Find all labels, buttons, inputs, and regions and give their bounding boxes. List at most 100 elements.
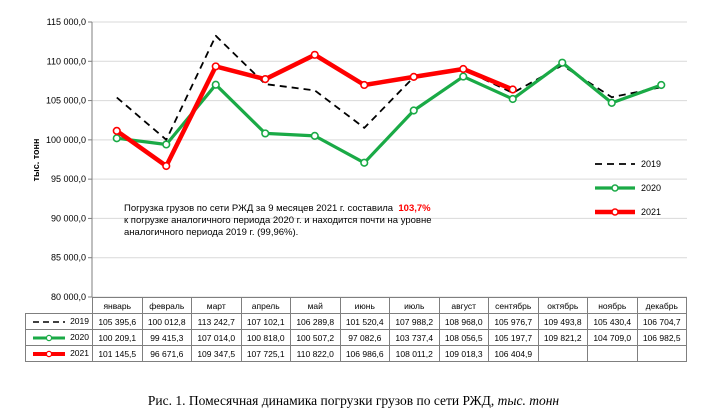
data-point-2021 — [409, 72, 418, 82]
table-legend-swatch — [33, 334, 66, 342]
table-swatch-marker — [45, 334, 53, 342]
table-cell: 113 242,7 — [191, 313, 242, 330]
y-tick-label: 80 000,0 — [51, 292, 86, 302]
table-legend-swatch — [33, 350, 66, 358]
gridlines — [92, 21, 687, 298]
table-body: 2019 105 395,6 100 012,8 113 242,7 107 102,1… — [25, 313, 687, 362]
table-cell: 96 671,6 — [141, 345, 192, 362]
series-line-2021 — [115, 52, 514, 169]
annotation-line-3: аналогичного периода 2019 г. (99,96%). — [124, 227, 299, 238]
table-month-header: апрель — [240, 297, 291, 314]
table-month-header: ноябрь — [587, 297, 638, 314]
table-month-header: октябрь — [537, 297, 588, 314]
annotation-highlight: 103,7% — [398, 203, 431, 214]
table-series-key: 2021 — [25, 345, 93, 362]
table-cell: 109 018,3 — [438, 345, 489, 362]
table-row: 2021 101 145,5 96 671,6 109 347,5 107 725,1 1… — [25, 345, 687, 362]
data-point-2021 — [112, 126, 121, 135]
y-tick-label: 85 000,0 — [51, 253, 86, 263]
legend: 2019 2020 2021 — [595, 159, 661, 217]
data-point-2021 — [211, 62, 220, 71]
table-month-header: декабрь — [636, 297, 687, 314]
table-cell: 104 709,0 — [587, 329, 638, 346]
table-cell: 106 289,8 — [290, 313, 341, 330]
table-cell: 97 082,6 — [339, 329, 390, 346]
table-month-header: май — [290, 297, 341, 314]
y-tick-label: 105 000,0 — [46, 96, 86, 106]
table-month-header: март — [191, 297, 242, 314]
data-point-2021 — [261, 75, 270, 84]
legend-label-2019: 2019 — [641, 159, 661, 169]
table-corner — [26, 298, 93, 314]
data-point-2021 — [459, 64, 468, 74]
annotation-line-1: Погрузка грузов по сети РЖД за 9 месяцев… — [124, 203, 496, 215]
table-cell: 106 982,5 — [636, 329, 687, 346]
y-axis-label: тыс. тонн — [31, 139, 41, 182]
table-series-key: 2019 — [25, 313, 93, 330]
y-tick-label: 100 000,0 — [46, 135, 86, 145]
table-cell — [587, 345, 638, 362]
legend-marker-2021 — [611, 208, 619, 216]
y-axis: 80 000,0 85 000,0 90 000,0 95 000,0 100 000,… — [46, 17, 93, 302]
table-cell: 103 737,4 — [389, 329, 440, 346]
table-cell: 100 818,0 — [240, 329, 291, 346]
table-cell: 109 493,8 — [537, 313, 588, 330]
series-line-2020 — [116, 61, 662, 165]
data-point-2020 — [459, 72, 468, 81]
table-cell: 108 056,5 — [438, 329, 489, 346]
table-cell: 101 145,5 — [92, 345, 143, 362]
table-cell: 105 430,4 — [587, 313, 638, 330]
data-point-2021 — [360, 80, 369, 90]
table-cell: 106 986,6 — [339, 345, 390, 362]
series-line-2019 — [116, 34, 662, 141]
data-point-2020 — [360, 158, 369, 167]
data-point-2020 — [409, 106, 418, 115]
data-point-2020 — [112, 134, 121, 143]
table-series-name: 2021 — [70, 348, 89, 359]
data-point-2021 — [310, 50, 319, 59]
data-point-2020 — [607, 98, 616, 107]
data-point-2020 — [162, 140, 171, 149]
figure-caption: Рис. 1. Помесячная динамика погрузки гру… — [0, 393, 707, 409]
table-cell: 109 347,5 — [191, 345, 242, 362]
data-point-2020 — [211, 80, 220, 89]
legend-marker-2020 — [611, 184, 619, 192]
table-cell: 106 404,9 — [488, 345, 539, 362]
table-swatch-marker — [45, 350, 53, 358]
table-row: 2019 105 395,6 100 012,8 113 242,7 107 102,1… — [25, 313, 687, 330]
table-cell: 108 011,2 — [389, 345, 440, 362]
table-month-header: февраль — [141, 297, 192, 314]
table-month-header: июль — [389, 297, 440, 314]
table-cell: 100 507,2 — [290, 329, 341, 346]
table-cell: 107 014,0 — [191, 329, 242, 346]
series-lines — [112, 34, 666, 171]
table-cell: 100 012,8 — [141, 313, 192, 330]
table-cell: 108 968,0 — [438, 313, 489, 330]
table-cell: 101 520,4 — [339, 313, 390, 330]
data-table: январь февраль март апрель май июнь июль август… — [25, 297, 687, 362]
table-series-name: 2020 — [70, 332, 89, 343]
table-series-key: 2020 — [25, 329, 93, 346]
table-cell: 110 822,0 — [290, 345, 341, 362]
table-cell — [636, 345, 687, 362]
table-month-header: январь — [92, 297, 143, 314]
legend-label-2021: 2021 — [641, 207, 661, 217]
data-point-2020 — [558, 58, 567, 67]
annotation-text: Погрузка грузов по сети РЖД за 9 месяцев… — [124, 203, 394, 214]
table-row: 2020 100 209,1 99 415,3 107 014,0 100 818,0 1… — [25, 329, 687, 346]
data-point-2020 — [508, 94, 517, 104]
data-point-2020 — [310, 131, 319, 140]
annotation-box: Погрузка грузов по сети РЖД за 9 месяцев… — [124, 203, 496, 239]
y-tick-label: 95 000,0 — [51, 174, 86, 184]
y-tick-label: 115 000,0 — [47, 17, 86, 27]
table-cell: 107 988,2 — [389, 313, 440, 330]
table-cell — [537, 345, 588, 362]
y-tick-label: 90 000,0 — [51, 213, 86, 223]
table-cell: 100 209,1 — [92, 329, 143, 346]
annotation-line-2: к погрузке аналогичного периода 2020 г. … — [124, 215, 432, 226]
table-cell: 105 395,6 — [92, 313, 143, 330]
table-month-header: сентябрь — [488, 297, 539, 314]
table-cell: 107 102,1 — [240, 313, 291, 330]
data-point-2020 — [261, 129, 270, 138]
